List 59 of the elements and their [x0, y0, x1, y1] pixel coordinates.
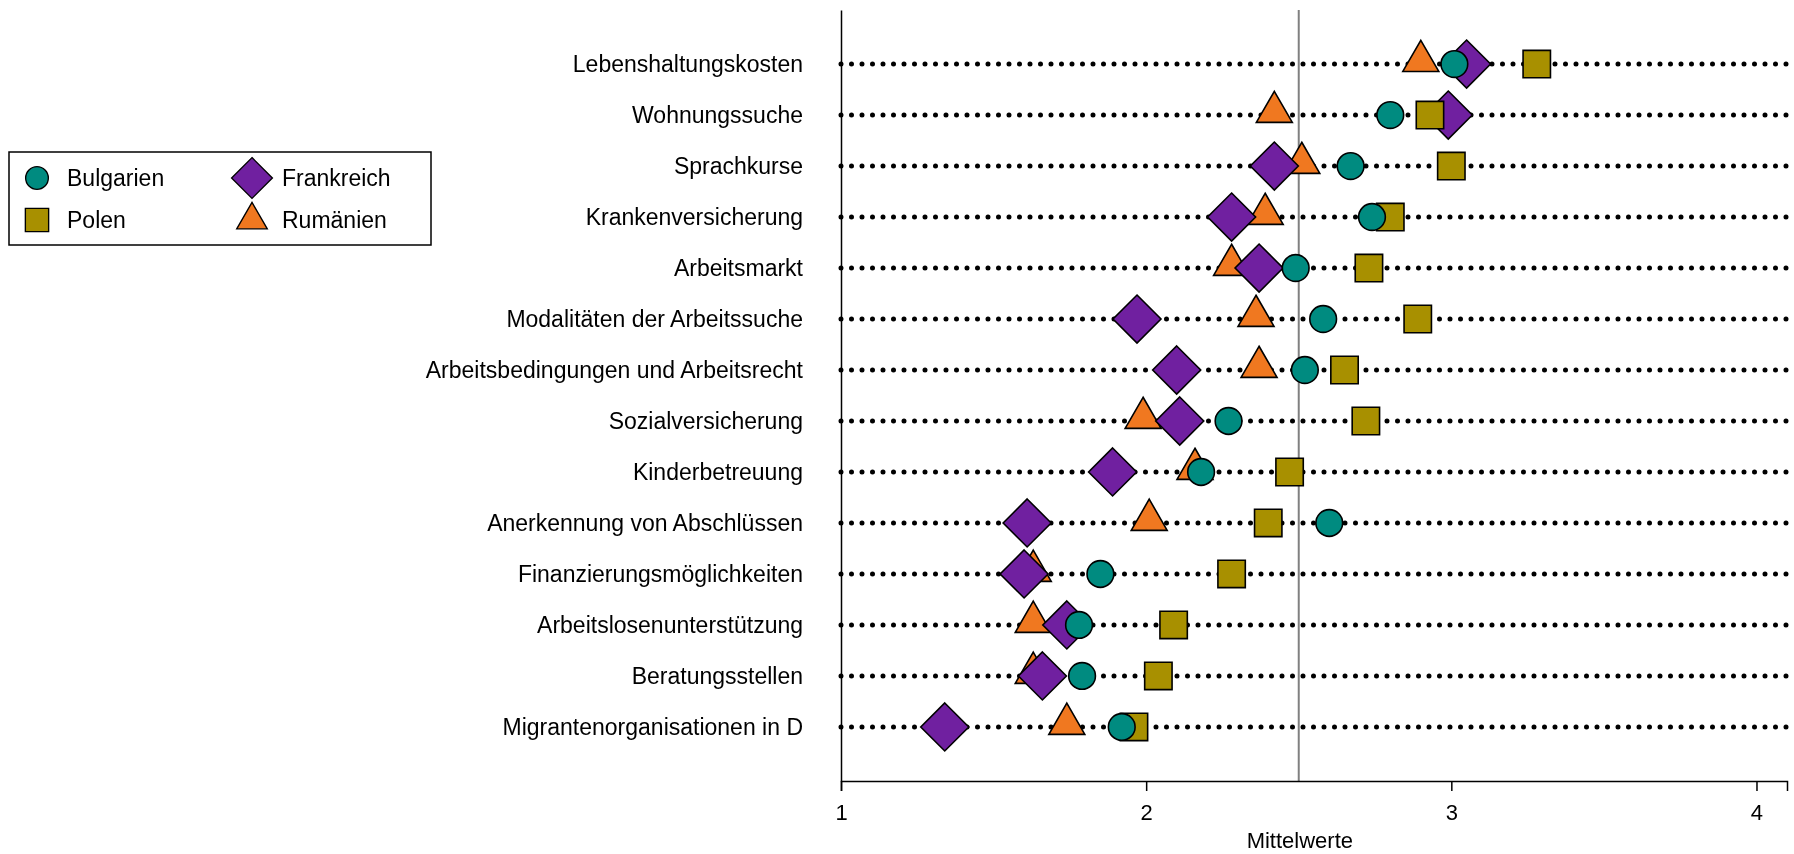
y-tick-label: Arbeitsmarkt	[673, 254, 804, 281]
y-tick-label: Finanzierungsmöglichkeiten	[517, 560, 803, 587]
point	[1354, 253, 1384, 283]
x-tick-label: 3	[1445, 800, 1458, 826]
point	[1440, 49, 1469, 79]
point	[1017, 651, 1068, 701]
point	[1415, 100, 1445, 130]
point	[1357, 202, 1387, 232]
point	[1336, 151, 1365, 181]
point	[1290, 355, 1319, 385]
point	[1112, 294, 1162, 344]
y-tick-label: Migrantenorganisationen in D	[502, 713, 803, 740]
y-tick-label: Wohnungssuche	[632, 101, 803, 128]
point	[1107, 712, 1136, 742]
y-tick-label: Beratungsstellen	[631, 662, 803, 689]
y-tick-label: Modalitäten der Arbeitssuche	[506, 305, 803, 332]
point	[1330, 355, 1360, 385]
y-tick-label: Sozialversicherung	[608, 407, 803, 434]
y-tick-label: Arbeitsbedingungen und Arbeitsrecht	[425, 356, 804, 383]
point	[999, 549, 1049, 599]
point	[1206, 192, 1257, 242]
point	[1086, 559, 1115, 589]
point	[1275, 457, 1305, 487]
y-tick-label: Lebenshaltungskosten	[572, 50, 803, 77]
legend-label: Frankreich	[282, 165, 391, 191]
point	[1253, 508, 1283, 538]
point	[1522, 49, 1552, 79]
y-tick-label: Arbeitslosenunterstützung	[537, 611, 803, 638]
y-tick-label: Anerkennung von Abschlüssen	[487, 509, 803, 536]
point	[1234, 243, 1284, 293]
point	[1154, 396, 1205, 446]
point	[1067, 661, 1097, 691]
point	[1403, 304, 1433, 334]
point	[1214, 406, 1243, 436]
point	[1249, 141, 1300, 191]
point	[1087, 447, 1138, 497]
point	[1002, 498, 1052, 548]
point	[1159, 610, 1189, 640]
point	[1309, 304, 1338, 334]
x-tick-label: 2	[1140, 800, 1153, 826]
point	[1281, 253, 1310, 283]
y-tick-label: Kinderbetreuung	[632, 458, 803, 485]
x-tick-label: 1	[835, 800, 848, 826]
legend-label: Bulgarien	[67, 165, 165, 191]
point	[1436, 151, 1466, 181]
x-axis-title: Mittelwerte	[1246, 828, 1353, 853]
point	[1217, 559, 1247, 589]
point	[1315, 508, 1344, 538]
point	[1064, 610, 1094, 640]
y-tick-label: Krankenversicherung	[585, 203, 803, 230]
legend-label: Polen	[67, 207, 126, 233]
point	[919, 702, 970, 752]
point	[1151, 345, 1202, 395]
y-tick-label: Sprachkurse	[673, 152, 803, 179]
x-tick-label: 4	[1750, 800, 1764, 826]
point	[1351, 406, 1381, 436]
legend-label: Rumänien	[282, 207, 387, 233]
point	[1376, 100, 1405, 130]
point	[1143, 661, 1173, 691]
